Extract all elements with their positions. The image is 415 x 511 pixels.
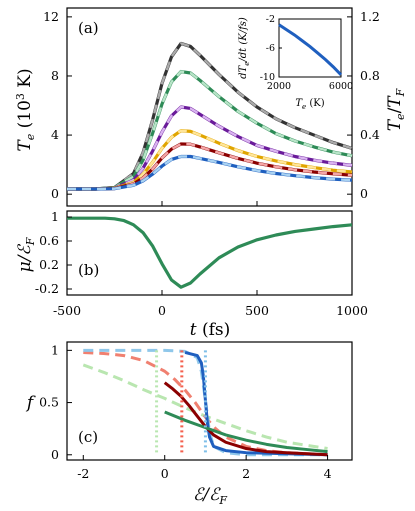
panel-a-ytick-right-label: 0 xyxy=(360,186,368,201)
panel-c: 10.50 -2 0 2 4 (c) f ℰ/ℰF xyxy=(25,341,353,507)
panel-a-ytick-right-label: 0.8 xyxy=(360,68,380,83)
panel-b-bottom-ticks: -500 0 500 1000 xyxy=(53,290,368,318)
inset-xtick-label: 6000 xyxy=(329,81,353,92)
panel-c-ytick-label: 1 xyxy=(51,342,59,357)
panel-b-ytick-label: 0.2 xyxy=(39,257,59,272)
panel-b-ylabel: μ/ℰF xyxy=(15,237,37,272)
panel-a-ytick-right-label: 1.2 xyxy=(360,9,380,24)
panel-a-ylabel: Te (103 K) xyxy=(14,68,37,151)
panel-a-right-ticks: 0 0.4 0.8 1.2 xyxy=(347,9,380,201)
panel-a-ytick-label: 4 xyxy=(51,127,59,142)
inset-series-0 xyxy=(278,23,343,76)
panel-c-xtick-label: 2 xyxy=(242,466,250,481)
panel-c-series-4 xyxy=(163,381,328,457)
panel-b-xtick-label: -500 xyxy=(53,303,81,318)
panel-b-plot-area xyxy=(67,216,353,289)
inset-xtick-label: 2000 xyxy=(267,81,291,92)
panel-a-series-dashed-2 xyxy=(67,105,353,191)
panel-a: 0 4 8 12 0 0.4 0.8 1.2 (a) Te (103 K) Te/TF -2… xyxy=(14,7,407,207)
panel-a-ytick-label: 12 xyxy=(43,9,59,24)
panel-c-bottom-ticks: -2 0 2 4 xyxy=(77,455,332,481)
panel-c-series-5 xyxy=(164,410,328,454)
panel-b-xtick-label: 1000 xyxy=(336,303,368,318)
inset-plot-area xyxy=(278,23,343,76)
panel-c-ytick-label: 0 xyxy=(51,447,59,462)
inset-xlabel: Te (K) xyxy=(295,98,324,111)
panel-a-left-ticks: 0 4 8 12 xyxy=(43,9,353,206)
panel-b-frame xyxy=(66,210,353,296)
panel-a-series-dashed-5 xyxy=(67,155,353,191)
panel-c-frame xyxy=(66,341,353,461)
panel-c-xtick-label: 0 xyxy=(161,466,169,481)
panel-b: 1 0.6 0.2 -0.2 -500 0 500 1000 (b) μ/ℰF t (fs) xyxy=(15,209,368,340)
panel-a-series-dashed-0 xyxy=(67,42,353,191)
panel-b-xtick-label: 500 xyxy=(245,303,269,318)
panel-b-ytick-label: 1 xyxy=(51,209,59,224)
panel-a-ytick-label: 8 xyxy=(51,68,59,83)
panel-a-frame xyxy=(66,7,353,207)
panel-c-label: (c) xyxy=(78,428,98,446)
panel-c-left-ticks: 10.50 xyxy=(39,342,72,462)
inset-ytick-label: -2 xyxy=(266,14,275,25)
panel-a-ytick-right-label: 0.4 xyxy=(360,127,380,142)
panel-b-series-0 xyxy=(67,216,353,289)
panel-a-label: (a) xyxy=(78,19,99,37)
panel-c-ytick-label: 0.5 xyxy=(39,395,59,410)
panel-c-plot-area xyxy=(82,348,328,457)
panel-c-xtick-label: 4 xyxy=(324,466,332,481)
panel-b-label: (b) xyxy=(78,261,99,279)
panel-b-left-ticks: 1 0.6 0.2 -0.2 xyxy=(35,209,72,296)
panel-a-ylabel-right: Te/TF xyxy=(385,88,407,131)
panel-c-ylabel: f xyxy=(25,393,36,413)
inset-ytick-label: -6 xyxy=(266,43,275,54)
panel-c-xtick-label: -2 xyxy=(77,466,89,481)
panel-c-series-3 xyxy=(184,350,328,457)
panel-a-ytick-label: 0 xyxy=(51,186,59,201)
panel-a-series-dashed-1 xyxy=(67,70,353,191)
panel-c-xlabel: ℰ/ℰF xyxy=(193,485,227,507)
panel-b-xlabel: t (fs) xyxy=(190,320,231,340)
inset-ylabel: dTe/dt (K/fs) xyxy=(238,17,251,79)
panel-b-xtick-label: 0 xyxy=(158,303,166,318)
panel-b-ytick-label: -0.2 xyxy=(35,281,59,296)
inset-ytick-label: -10 xyxy=(260,72,275,83)
panel-a-plot-area xyxy=(67,41,353,191)
panel-b-ytick-label: 0.6 xyxy=(39,233,59,248)
